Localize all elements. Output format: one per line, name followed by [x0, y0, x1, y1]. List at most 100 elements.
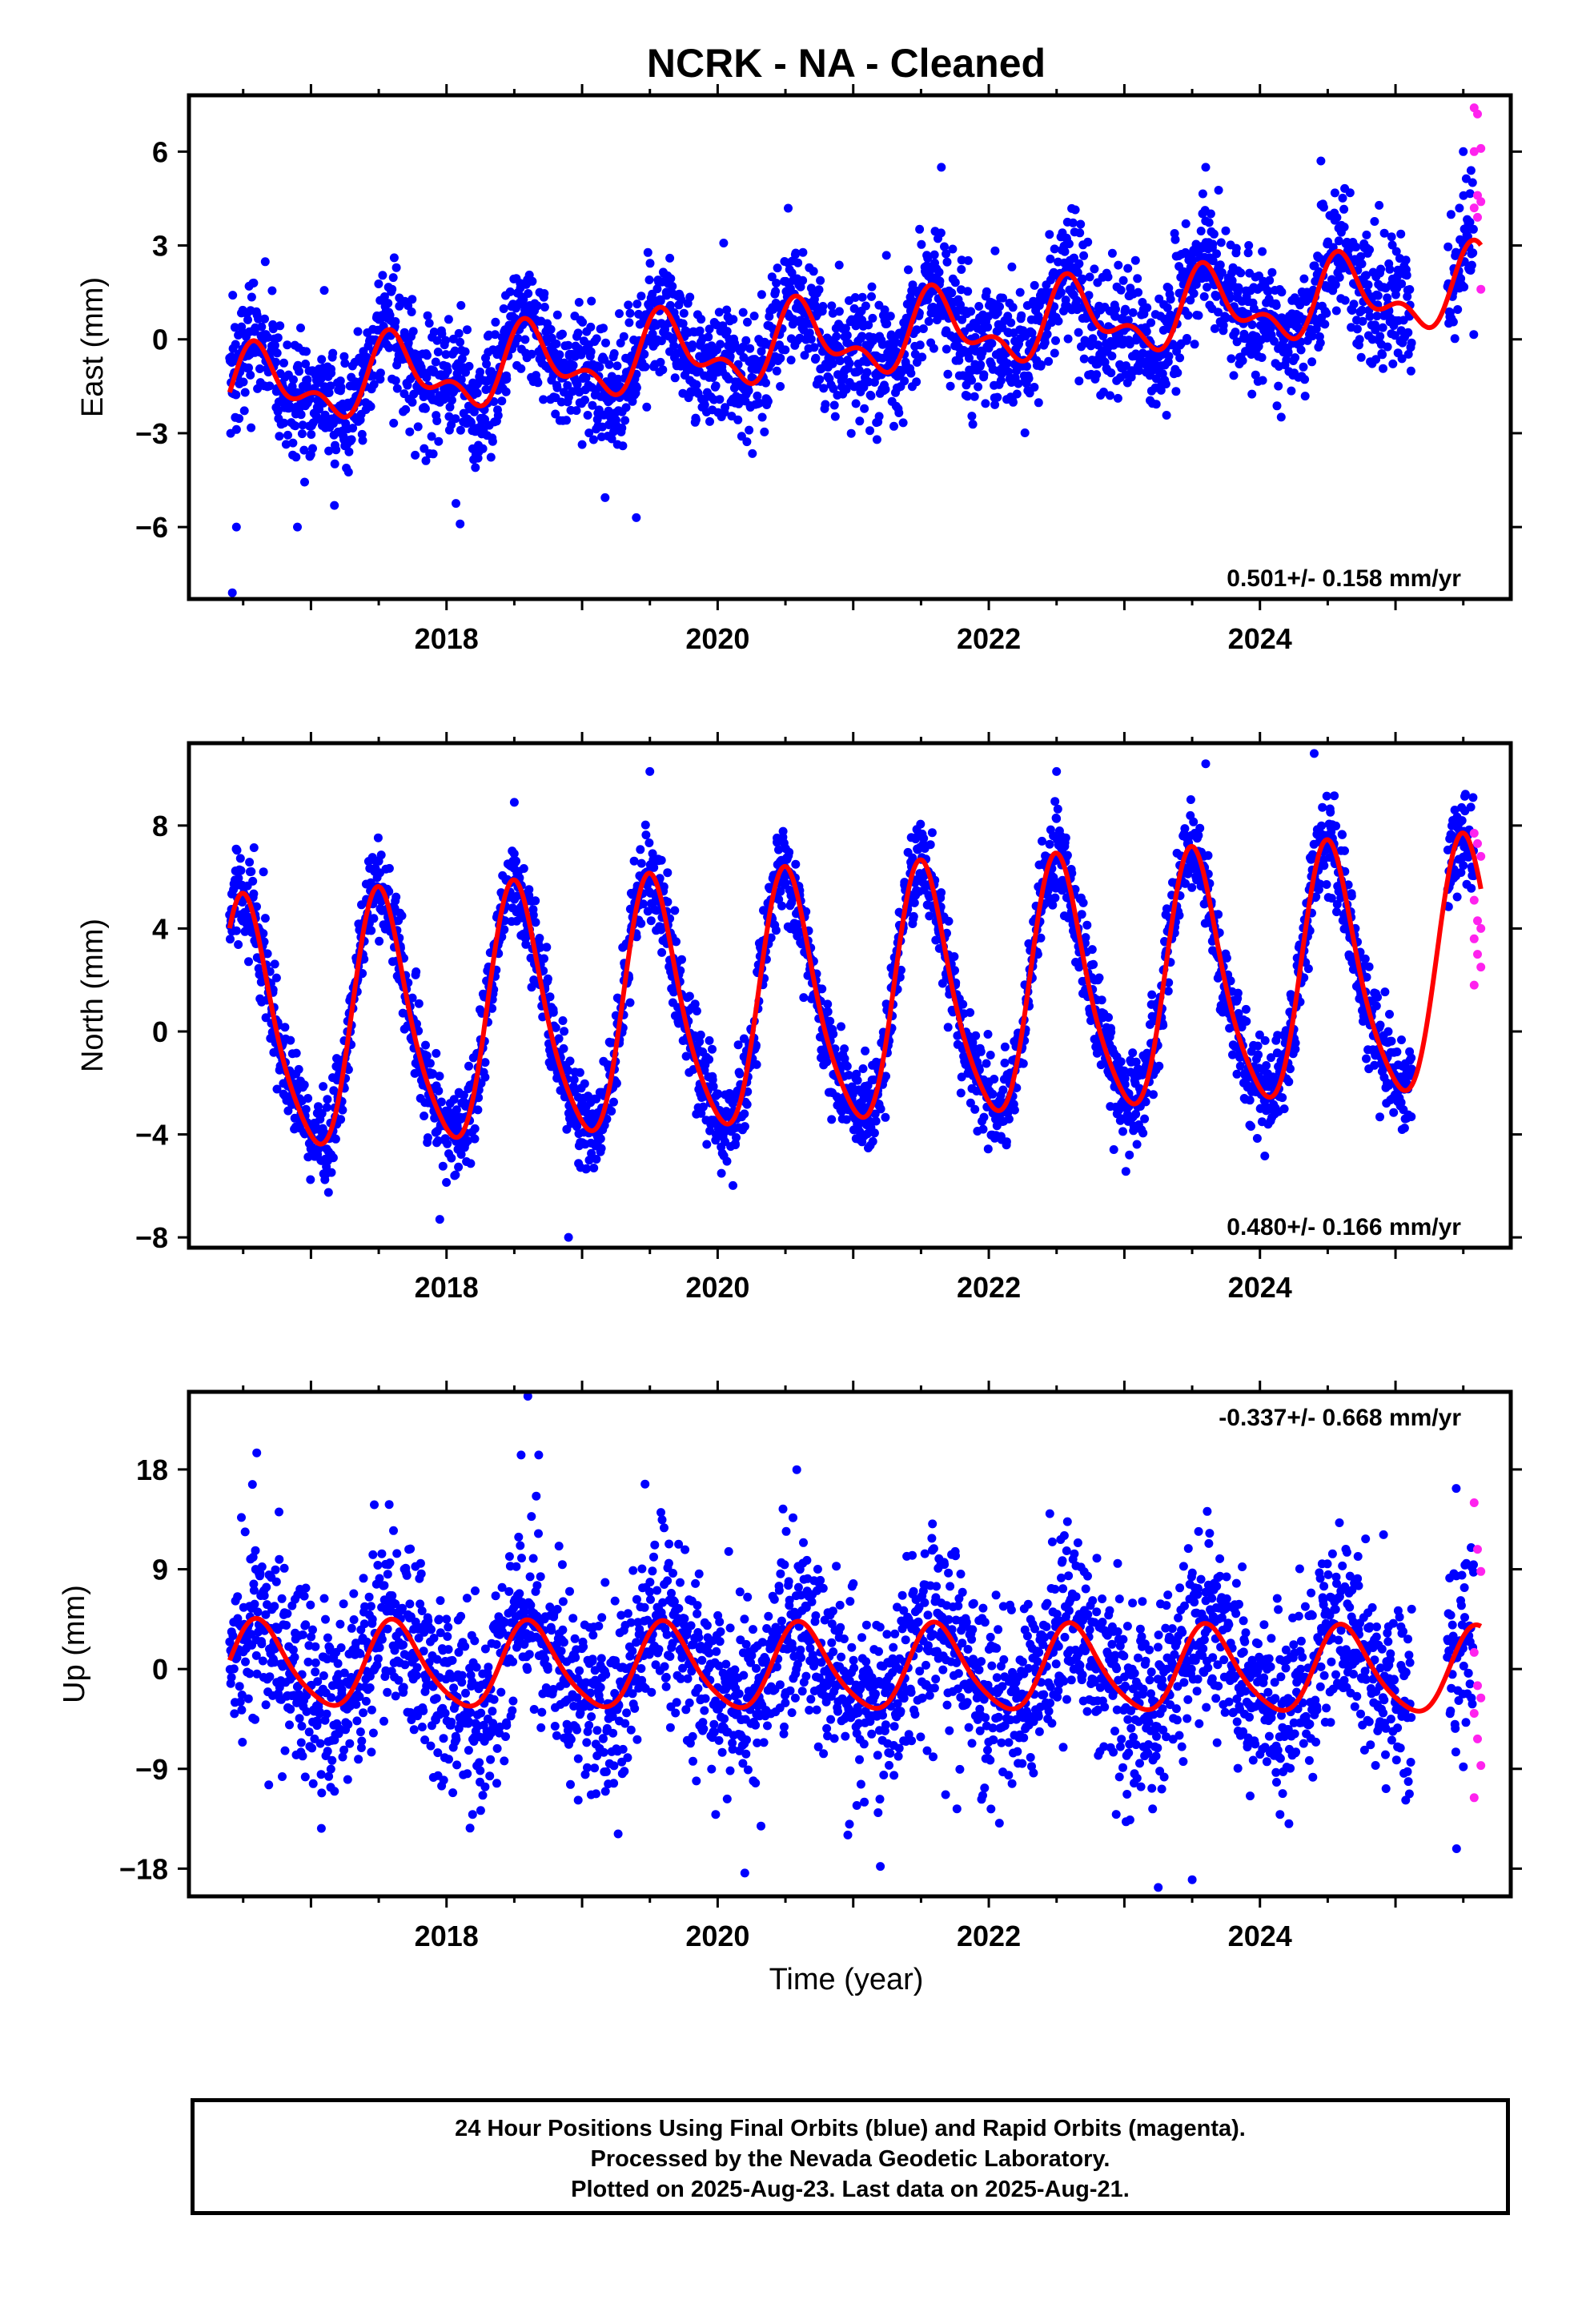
point-final: [1214, 308, 1223, 317]
point-final: [271, 973, 281, 983]
point-final: [1450, 334, 1460, 344]
point-final: [659, 882, 669, 891]
point-rapid: [1476, 197, 1486, 207]
point-final: [1189, 289, 1199, 298]
point-final: [527, 349, 536, 359]
point-final: [983, 1144, 993, 1154]
point-final: [1085, 272, 1094, 282]
point-final: [809, 343, 819, 352]
point-final: [239, 406, 249, 416]
point-final: [681, 1051, 691, 1061]
point-final: [676, 361, 685, 371]
point-final: [1287, 386, 1296, 396]
point-final: [562, 416, 571, 425]
point-final: [755, 398, 764, 408]
point-final: [548, 1007, 558, 1017]
point-final: [1109, 1145, 1118, 1154]
point-final: [798, 247, 808, 257]
point-final: [441, 336, 451, 345]
point-final: [774, 845, 783, 854]
point-final: [291, 421, 300, 431]
point-final: [560, 1027, 569, 1036]
point-final: [995, 302, 1004, 312]
point-final: [473, 453, 483, 463]
point-final: [545, 992, 555, 1002]
point-final: [493, 411, 503, 420]
point-final: [1133, 274, 1142, 283]
point-final: [1446, 210, 1456, 219]
point-final: [1171, 387, 1181, 396]
point-final: [1045, 230, 1054, 239]
point-final: [629, 856, 639, 866]
point-final: [881, 1112, 890, 1122]
point-final: [574, 298, 584, 307]
point-final: [1007, 262, 1017, 271]
point-final: [1338, 193, 1347, 203]
point-final: [904, 265, 913, 275]
point-final: [288, 438, 298, 448]
point-final: [612, 361, 622, 371]
point-final: [296, 410, 306, 420]
point-final: [652, 284, 662, 294]
point-final: [480, 1072, 490, 1082]
point-final: [882, 319, 892, 328]
point-outlier: [1316, 156, 1326, 166]
point-final: [937, 888, 946, 898]
point-final: [881, 384, 890, 394]
point-final: [936, 228, 946, 238]
point-final: [280, 1023, 290, 1032]
point-final: [599, 324, 608, 333]
point-final: [793, 258, 803, 267]
point-final: [470, 1134, 480, 1144]
point-final: [942, 344, 951, 354]
point-final: [272, 348, 282, 358]
point-final: [580, 1079, 589, 1088]
point-final: [343, 468, 353, 476]
point-final: [389, 253, 399, 263]
point-final: [1236, 268, 1246, 278]
point-final: [745, 344, 755, 353]
point-final: [656, 296, 665, 306]
point-final: [343, 1065, 353, 1075]
point-final: [1142, 327, 1151, 336]
point-final: [546, 324, 556, 334]
point-final: [420, 404, 430, 413]
point-final: [344, 447, 354, 456]
point-final: [1106, 368, 1116, 378]
point-final: [464, 361, 474, 371]
point-final: [497, 396, 507, 406]
point-final: [840, 1044, 849, 1054]
point-final: [375, 375, 385, 384]
point-final: [265, 381, 275, 391]
point-final: [898, 418, 908, 428]
point-final: [722, 305, 732, 315]
point-final: [338, 1105, 347, 1115]
point-final: [1335, 272, 1344, 282]
point-final: [281, 440, 291, 449]
point-final: [1443, 242, 1453, 251]
point-final: [472, 388, 482, 398]
point-final: [772, 279, 781, 287]
point-final: [331, 445, 341, 455]
point-final: [676, 966, 685, 975]
point-final: [1452, 247, 1460, 257]
point-final: [919, 834, 929, 843]
point-outlier: [1201, 163, 1211, 172]
point-final: [785, 847, 794, 857]
point-final: [1370, 217, 1379, 226]
point-final: [249, 278, 259, 287]
point-final: [719, 239, 729, 247]
point-final: [300, 477, 309, 487]
point-final: [564, 1066, 573, 1076]
point-final: [1081, 933, 1090, 943]
point-final: [855, 416, 865, 426]
point-final: [575, 1068, 584, 1077]
point-final: [1078, 898, 1088, 907]
x-tick-label: 2024: [1228, 622, 1292, 655]
point-final: [697, 315, 706, 324]
point-final: [772, 366, 781, 376]
point-final: [835, 356, 845, 366]
point-final: [1365, 312, 1375, 321]
point-final: [587, 296, 596, 306]
point-final: [319, 1082, 328, 1092]
